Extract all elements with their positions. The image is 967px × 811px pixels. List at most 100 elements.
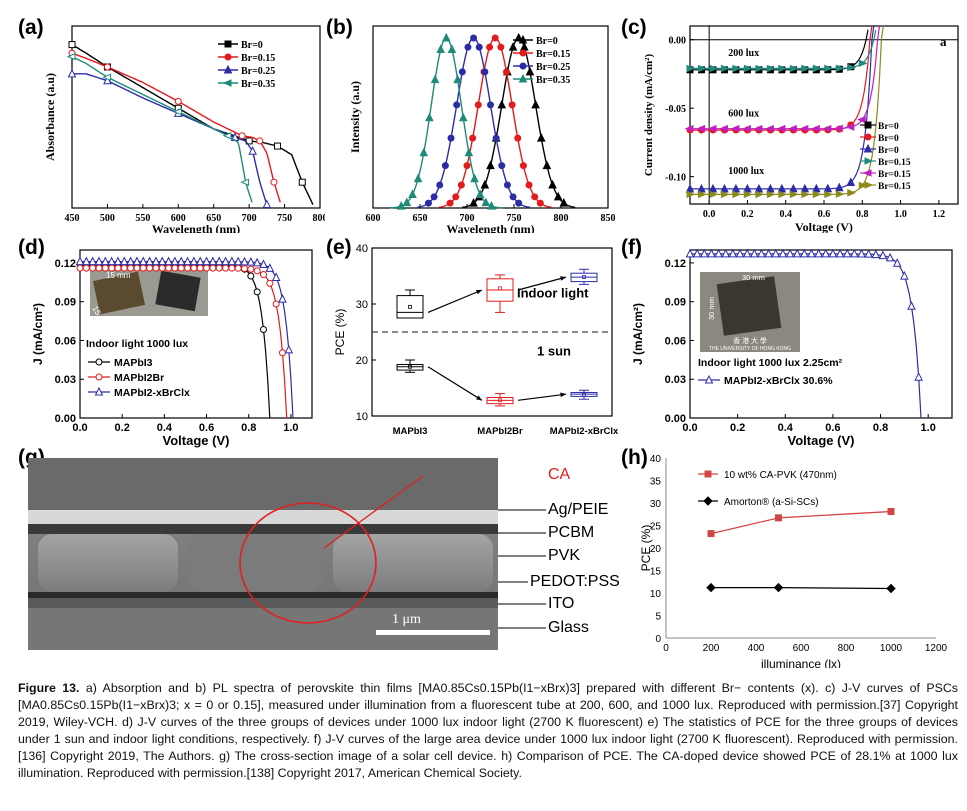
x-tick-label: 0.6 — [825, 422, 840, 434]
y-axis-label: Absorbance (a.u) — [43, 73, 57, 161]
legend-marker — [864, 121, 872, 129]
y-tick-label: 0.03 — [665, 374, 686, 386]
x-tick-label: 700 — [242, 213, 257, 224]
data-point — [850, 248, 859, 258]
legend-marker — [863, 143, 873, 153]
trend-arrow — [517, 393, 567, 401]
university-name-english: THE UNIVERSITY OF HONG KONG — [709, 346, 791, 352]
box-mean — [408, 304, 412, 309]
legend-label: Br=0 — [878, 146, 899, 156]
data-point — [271, 272, 281, 282]
x-axis-label: illuminance (lx) — [761, 657, 841, 668]
data-point — [469, 198, 478, 207]
data-point — [88, 256, 97, 266]
data-point — [731, 183, 741, 193]
box-mean — [498, 286, 502, 291]
data-point — [487, 200, 496, 210]
x-tick-label: 0.2 — [730, 422, 745, 434]
x-tick-label: 200 — [703, 643, 720, 654]
data-point — [789, 64, 799, 73]
data-point — [67, 68, 77, 78]
data-point — [436, 44, 445, 54]
x-tick-label: 0.0 — [703, 209, 716, 220]
chart-absorbance: 450 500 550 600 650 700 750 800 Wavelength (nm) A… — [43, 25, 325, 233]
data-point — [812, 183, 821, 193]
data-point — [708, 183, 718, 193]
series-line-4 — [690, 25, 881, 130]
legend-label: Br=0 — [878, 122, 899, 132]
data-point — [227, 256, 237, 266]
x-tick-label: 0.4 — [157, 422, 173, 434]
data-point — [824, 190, 834, 199]
data-point — [697, 64, 707, 73]
x-axis-label: Wavelength (nm) — [446, 222, 534, 233]
box-body — [396, 363, 424, 371]
data-point — [126, 256, 135, 266]
data-point — [430, 74, 440, 84]
data-point — [413, 173, 423, 183]
data-point — [447, 44, 457, 54]
data-point — [807, 248, 816, 258]
legend-label: MAPbI3 — [114, 357, 153, 369]
legend-label: Br=0.35 — [536, 75, 570, 86]
data-point — [835, 190, 845, 198]
data-point — [812, 64, 822, 73]
data-point — [842, 248, 852, 258]
chart-jv-large-area: 0.0 0.2 0.4 0.6 0.8 1.0 0.00 0.03 0.06 0.09 0.12 Vo… — [631, 248, 953, 448]
data-point — [757, 248, 766, 258]
data-point — [252, 257, 262, 267]
data-point — [203, 264, 211, 272]
data-point — [754, 183, 764, 193]
data-point — [792, 248, 802, 258]
legend-label: 10 wt% CA-PVK (470nm) — [724, 470, 837, 481]
y-tick-label: 0.03 — [55, 374, 76, 386]
series-line-3 — [690, 30, 877, 70]
data-point — [824, 64, 834, 73]
legend-label: Br=0.15 — [878, 182, 911, 192]
data-point — [828, 248, 838, 258]
data-point — [785, 248, 795, 258]
legend-marker — [703, 496, 713, 506]
data-point — [536, 132, 546, 142]
data-point — [685, 248, 695, 258]
y-tick-label: 40 — [356, 243, 368, 255]
data-point — [732, 190, 742, 199]
trend-arrowhead — [476, 289, 482, 295]
data-point — [222, 264, 230, 272]
data-point — [778, 64, 788, 73]
data-point — [101, 256, 110, 266]
data-point — [273, 142, 281, 150]
data-point — [508, 101, 516, 109]
data-point — [684, 124, 694, 133]
legend-marker — [864, 133, 872, 141]
data-point — [253, 267, 261, 275]
data-point — [463, 162, 471, 170]
y-tick-label: 5 — [655, 612, 661, 623]
data-point — [270, 178, 278, 186]
data-point — [120, 264, 128, 272]
x-tick-label: 1.0 — [283, 422, 298, 434]
data-point — [89, 264, 97, 272]
x-tick-label: 450 — [65, 213, 80, 224]
data-point — [821, 248, 831, 258]
data-point — [145, 256, 154, 266]
data-point — [812, 190, 822, 199]
data-point — [519, 162, 527, 170]
data-point — [152, 264, 160, 272]
series-line-3 — [71, 55, 253, 203]
data-point — [164, 256, 173, 266]
y-axis-label: PCE (%) — [640, 525, 653, 572]
y-tick-label: 0.00 — [665, 413, 686, 425]
panel-label-h: (h) — [621, 446, 648, 469]
data-point — [408, 189, 417, 198]
legend-label: Br=0.25 — [241, 66, 275, 77]
data-point — [742, 248, 752, 258]
series-line-1 — [711, 586, 892, 590]
box-mean — [582, 392, 586, 397]
plot-frame — [689, 249, 953, 419]
data-point — [707, 248, 716, 258]
data-point — [114, 264, 122, 272]
legend-marker — [94, 386, 104, 396]
data-point — [735, 248, 745, 258]
data-point — [801, 190, 811, 199]
